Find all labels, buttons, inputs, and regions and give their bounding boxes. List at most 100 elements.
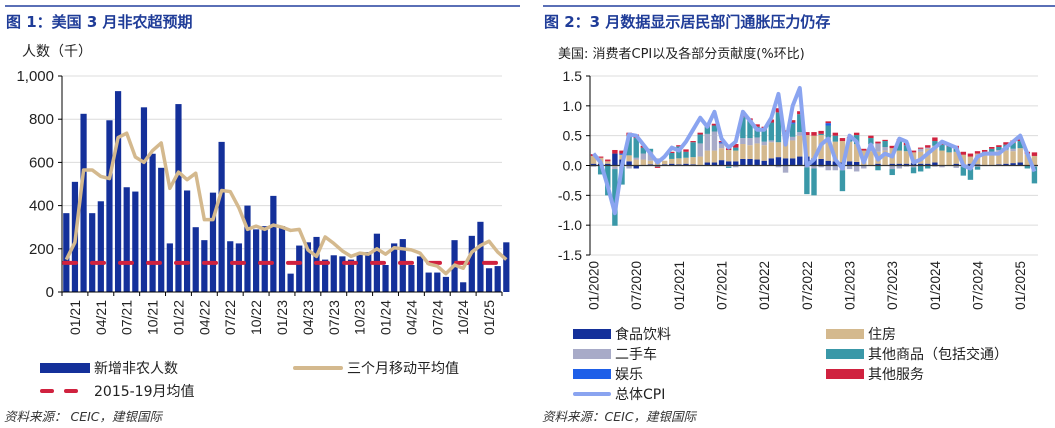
payroll-bar (97, 201, 104, 292)
contribution-bar (775, 142, 782, 158)
payroll-bar (227, 241, 234, 292)
contribution-bar (718, 142, 725, 144)
contribution-bar (761, 160, 767, 166)
contribution-bar (896, 163, 903, 166)
payroll-bar (175, 104, 182, 292)
contribution-bar (946, 152, 952, 166)
contribution-bar (967, 153, 974, 157)
contribution-bar (768, 142, 775, 159)
contribution-bar (960, 166, 967, 176)
contribution-bar (704, 126, 711, 134)
contribution-bar (996, 145, 1002, 148)
contribution-bar (1024, 165, 1031, 169)
bar-swatch-icon (826, 369, 864, 379)
contribution-bar (996, 149, 1002, 152)
contribution-bar (875, 165, 881, 171)
contribution-bar (612, 169, 618, 226)
contribution-bar (718, 143, 725, 149)
x-tick-label: 07/22 (222, 300, 238, 335)
payroll-bar (235, 243, 242, 292)
payroll-bar (468, 235, 475, 292)
contribution-bar (590, 155, 597, 164)
contribution-bar (690, 141, 696, 143)
payroll-bar (304, 242, 311, 292)
dashed-swatch-icon (40, 389, 90, 393)
payroll-bar (460, 282, 467, 292)
contribution-bar (996, 151, 1002, 165)
y-tick-label: 200 (29, 241, 54, 258)
contribution-bar (640, 159, 647, 165)
contribution-bar (846, 141, 853, 162)
contribution-bar (1010, 142, 1016, 149)
contribution-bar (1003, 163, 1009, 166)
contribution-bar (917, 165, 924, 172)
x-tick-label: 01/2020 (587, 261, 602, 310)
contribution-bar (711, 123, 718, 126)
payroll-bar (106, 120, 113, 292)
contribution-bar (789, 120, 796, 123)
x-tick-label: 01/2021 (672, 261, 687, 310)
x-tick-label: 07/21 (119, 300, 135, 335)
payroll-bar (253, 229, 260, 292)
x-tick-label: 01/25 (481, 300, 497, 335)
contribution-bar (754, 137, 760, 144)
bar-swatch-icon (573, 329, 611, 339)
contribution-bar (683, 151, 689, 158)
contribution-bar (925, 148, 931, 164)
contribution-bar (640, 153, 647, 160)
contribution-bar (896, 165, 903, 169)
contribution-bar (697, 143, 703, 157)
contribution-bar (669, 163, 675, 166)
contribution-bar (861, 148, 867, 151)
bar-swatch-icon (573, 349, 611, 359)
contribution-bar (882, 147, 888, 151)
contribution-bar (825, 125, 831, 138)
contribution-bar (1010, 163, 1016, 166)
contribution-bar (853, 161, 860, 166)
contribution-bar (761, 145, 767, 161)
contribution-bar (846, 161, 853, 166)
payroll-bar (63, 213, 70, 292)
contribution-bar (804, 167, 810, 195)
contribution-bar (1017, 141, 1023, 149)
x-tick-label: 04/21 (93, 300, 109, 335)
chart1-unit-label: 人数（千） (22, 44, 92, 60)
contribution-bar (953, 163, 959, 166)
contribution-bar (797, 114, 803, 133)
line-swatch-icon (293, 366, 343, 370)
payroll-bar (140, 107, 148, 292)
contribution-bar (605, 163, 611, 166)
contribution-bar (825, 123, 831, 126)
contribution-bar (967, 156, 974, 164)
payroll-bar (347, 259, 355, 292)
contribution-bar (754, 143, 760, 160)
payroll-bar (132, 191, 139, 292)
chart2-title: 图 2：3 月数据显示居民部门通胀压力仍存 (544, 13, 831, 31)
contribution-bar (818, 165, 824, 168)
contribution-bar (797, 156, 803, 166)
contribution-bar (811, 135, 817, 159)
contribution-bar (832, 141, 839, 162)
contribution-bar (853, 144, 860, 162)
contribution-bar (768, 140, 775, 143)
contribution-bar (733, 147, 739, 151)
contribution-bar (1024, 154, 1031, 166)
contribution-bar (590, 163, 597, 166)
contribution-bar (605, 159, 611, 162)
contribution-bar (1003, 150, 1009, 164)
contribution-bar (903, 151, 910, 164)
contribution-bar (754, 124, 760, 127)
contribution-bar (633, 157, 639, 160)
contribution-bar (853, 165, 860, 172)
contribution-bar (811, 132, 817, 136)
contribution-bar (989, 148, 995, 152)
x-tick-label: 07/2023 (885, 261, 900, 310)
contribution-bar (725, 166, 732, 168)
contribution-bar (704, 162, 711, 166)
contribution-bar (832, 165, 839, 171)
contribution-bar (832, 132, 839, 136)
x-tick-label: 01/23 (274, 300, 290, 335)
y-tick-label: -1.0 (558, 217, 582, 233)
nonfarm-chart-panel: 图 1：美国 3 月非农超预期 人数（千） 0 200 400 600 800 1,000… (0, 0, 520, 428)
y-tick-label: 800 (29, 111, 54, 128)
